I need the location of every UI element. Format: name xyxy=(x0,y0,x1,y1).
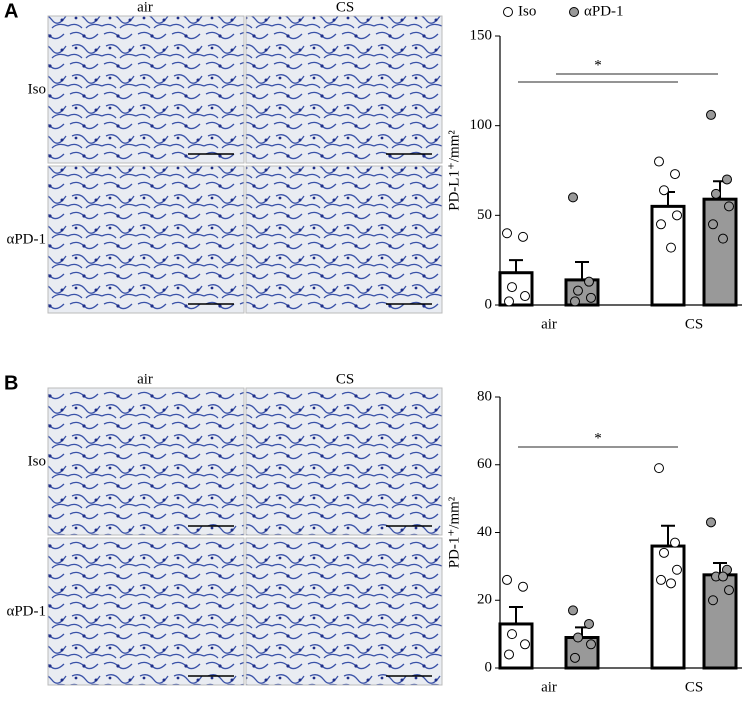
y-tick-label: 150 xyxy=(470,27,493,43)
legend-label: αPD-1 xyxy=(584,3,624,19)
column-label: CS xyxy=(336,371,354,387)
data-point xyxy=(502,228,512,239)
data-point xyxy=(654,463,664,474)
y-tick-label: 100 xyxy=(470,117,493,133)
data-point xyxy=(586,639,596,650)
data-point xyxy=(666,242,676,253)
data-point xyxy=(722,174,732,185)
y-tick-label: 0 xyxy=(485,296,493,312)
data-point xyxy=(718,233,728,244)
bar xyxy=(650,544,686,670)
data-point xyxy=(568,192,578,203)
significance-label: * xyxy=(594,430,602,446)
row-label: αPD-1 xyxy=(6,231,46,247)
y-tick-label: 60 xyxy=(477,456,492,472)
bar xyxy=(650,204,686,307)
data-point xyxy=(670,169,680,180)
micrograph xyxy=(245,165,443,314)
data-point xyxy=(507,282,517,293)
legend-label: Iso xyxy=(518,3,536,19)
data-point xyxy=(718,571,728,582)
y-tick-label: 20 xyxy=(477,592,492,608)
data-point xyxy=(670,537,680,548)
legend-marker xyxy=(503,7,513,17)
data-point xyxy=(724,585,734,596)
bar xyxy=(702,197,738,307)
row-label: αPD-1 xyxy=(6,603,46,619)
data-point xyxy=(706,109,716,120)
y-tick-label: 0 xyxy=(485,659,493,675)
x-tick-label: CS xyxy=(685,316,703,332)
data-point xyxy=(672,564,682,575)
y-axis-label: PD-L1⁺/mm² xyxy=(446,130,462,211)
data-point xyxy=(573,285,583,296)
data-point xyxy=(666,578,676,589)
column-label: CS xyxy=(336,0,354,15)
row-label: Iso xyxy=(28,453,46,469)
data-point xyxy=(708,219,718,230)
y-tick-label: 40 xyxy=(477,524,492,540)
data-point xyxy=(654,156,664,167)
micrograph xyxy=(47,387,245,536)
data-point xyxy=(672,210,682,221)
data-point xyxy=(507,629,517,640)
data-point xyxy=(724,201,734,212)
data-point xyxy=(706,517,716,528)
error-bar xyxy=(575,260,589,280)
micrograph xyxy=(245,387,443,536)
error-bar xyxy=(509,259,523,273)
micrograph xyxy=(245,15,443,164)
data-point xyxy=(504,649,514,660)
data-point xyxy=(711,188,721,199)
data-point xyxy=(520,639,530,650)
data-point xyxy=(584,618,594,629)
error-bar xyxy=(509,606,523,624)
y-tick-label: 50 xyxy=(477,207,492,223)
data-point xyxy=(518,581,528,592)
data-point xyxy=(573,632,583,643)
x-tick-label: air xyxy=(541,316,557,332)
data-point xyxy=(502,574,512,585)
data-point xyxy=(708,595,718,606)
data-point xyxy=(518,231,528,242)
column-label: air xyxy=(137,371,153,387)
data-point xyxy=(584,276,594,287)
panel-letter: B xyxy=(4,372,18,394)
micrograph xyxy=(47,15,245,164)
data-point xyxy=(504,296,514,307)
error-bar xyxy=(661,524,675,547)
legend-marker xyxy=(569,7,579,17)
micrograph xyxy=(245,537,443,686)
data-point xyxy=(586,292,596,303)
significance-label: * xyxy=(594,57,602,73)
column-label: air xyxy=(137,0,153,15)
micrograph xyxy=(47,537,245,686)
y-axis-label: PD-1⁺/mm² xyxy=(446,496,462,568)
data-point xyxy=(570,296,580,307)
x-tick-label: CS xyxy=(685,679,703,695)
y-tick-label: 80 xyxy=(477,388,492,404)
data-point xyxy=(659,185,669,196)
row-label: Iso xyxy=(28,81,46,97)
x-tick-label: air xyxy=(541,679,557,695)
micrograph xyxy=(47,165,245,314)
data-point xyxy=(656,574,666,585)
data-point xyxy=(568,605,578,616)
data-point xyxy=(520,291,530,302)
data-point xyxy=(656,219,666,230)
data-point xyxy=(570,652,580,663)
data-point xyxy=(659,547,669,558)
panel-letter: A xyxy=(4,0,18,22)
